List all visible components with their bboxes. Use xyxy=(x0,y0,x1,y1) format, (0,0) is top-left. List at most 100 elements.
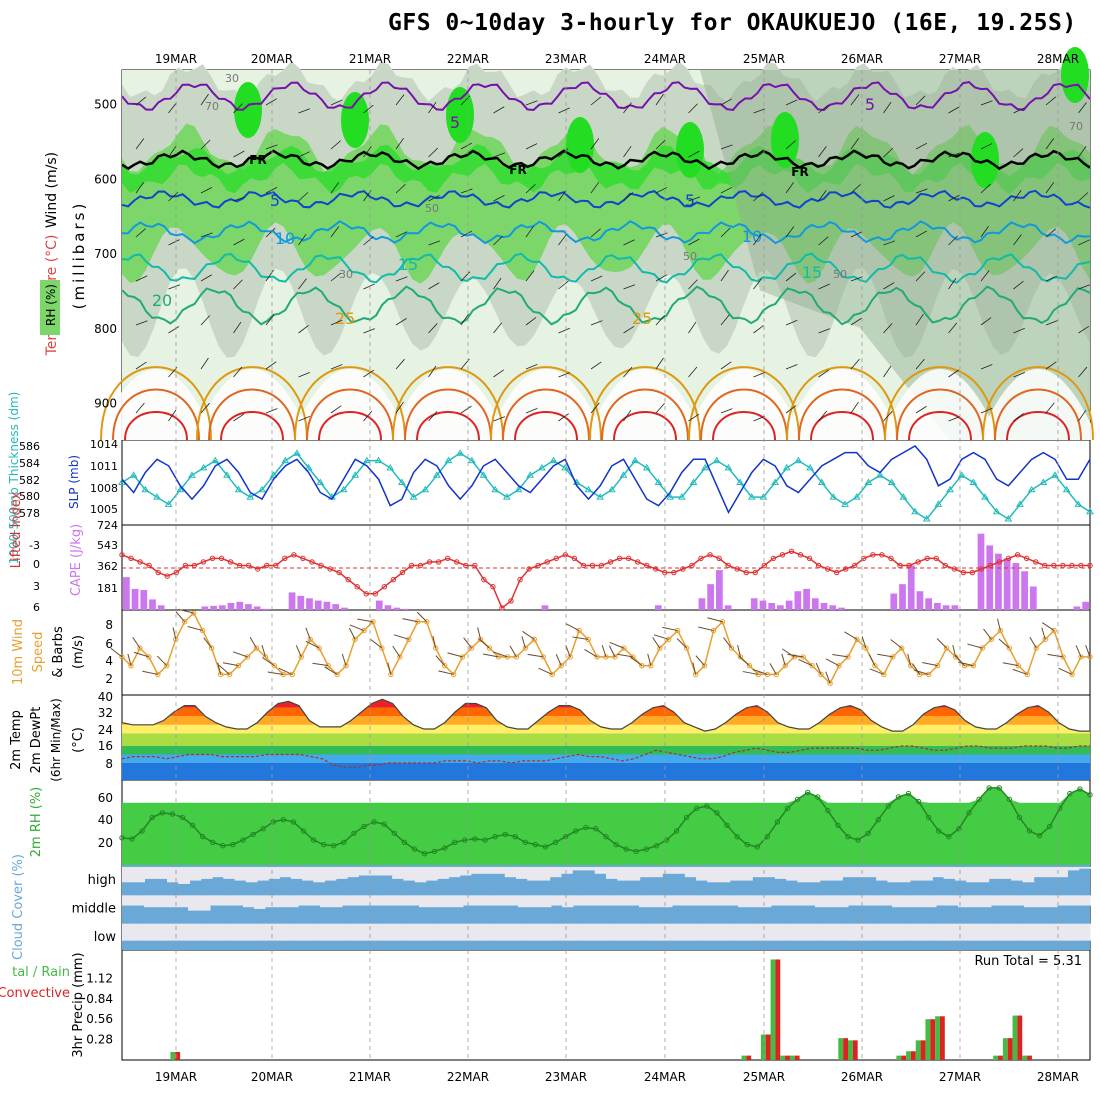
cloud-gap xyxy=(430,895,442,908)
rh-point xyxy=(794,796,801,802)
wind-surface-barb xyxy=(387,662,392,675)
rh-band xyxy=(122,787,1090,865)
cape-bar xyxy=(323,601,331,610)
cloud-gap xyxy=(903,923,915,941)
temp-contour xyxy=(121,252,1091,284)
cloud-gap xyxy=(771,895,783,906)
wind-surface-barb xyxy=(432,636,437,649)
cape-bar xyxy=(707,584,715,610)
cloud-gap xyxy=(947,923,959,941)
wind-surface-barb xyxy=(222,662,239,667)
cloud-gap xyxy=(606,867,618,879)
precip-total-bar xyxy=(896,1055,902,1060)
slp-tick: 1008 xyxy=(90,482,118,495)
wind-surface-barb xyxy=(175,611,186,623)
wind-speed-point xyxy=(253,645,260,651)
thickness-point xyxy=(631,456,640,464)
cloud-gap xyxy=(683,923,695,941)
wind-surface-barb xyxy=(527,653,544,658)
precip-convective-bar xyxy=(785,1055,790,1060)
rh-point xyxy=(663,837,670,843)
wind-barb xyxy=(753,278,762,290)
lifted-index-point xyxy=(815,562,822,569)
cape-bar xyxy=(768,602,776,610)
cloud-gap xyxy=(437,867,449,879)
cloud-gap xyxy=(584,923,596,941)
wind-surface-barb xyxy=(509,645,517,658)
rh-point xyxy=(139,828,145,834)
millibars-label: (millibars) xyxy=(70,201,88,310)
wind-barb xyxy=(298,325,309,334)
wind-barb xyxy=(428,410,438,422)
boundary-layer-bump xyxy=(585,368,705,440)
cloud-gap xyxy=(199,923,211,941)
wind-surface-barb xyxy=(132,637,141,649)
wind-barb xyxy=(395,318,407,326)
slp-line xyxy=(121,445,1091,515)
cloud-gap xyxy=(223,867,236,879)
cape-bar xyxy=(253,606,261,610)
thickness-point xyxy=(689,478,698,485)
wind-barb xyxy=(395,231,408,238)
wind-barb xyxy=(493,235,503,246)
contour-label: 15 xyxy=(802,263,822,282)
wind-barb xyxy=(590,320,603,326)
wind-tick: 2 xyxy=(105,672,113,686)
lifted-index-point xyxy=(128,555,134,562)
cloud-gap xyxy=(397,895,409,906)
cloud-gap xyxy=(859,923,871,941)
wind-barb xyxy=(655,93,664,106)
boundary-layer-bump xyxy=(290,368,410,440)
warm-contour xyxy=(514,410,578,441)
cloud-gap xyxy=(386,895,398,906)
cloud-gap xyxy=(392,867,404,879)
wind-barb xyxy=(558,190,567,202)
lifted-index-point xyxy=(634,559,641,565)
cloud-gap xyxy=(966,867,978,883)
contour-label: 50 xyxy=(833,268,847,281)
cloud-gap xyxy=(210,923,222,941)
cloud-gap xyxy=(815,895,827,908)
wind-label-barbs: & Barbs xyxy=(51,626,66,678)
wind-speed-point xyxy=(854,636,860,643)
rh-blob xyxy=(771,112,799,168)
cloud-gap xyxy=(243,895,255,908)
cloud-gap xyxy=(166,895,178,908)
cloud-gap xyxy=(707,867,720,883)
dewpoint-line xyxy=(121,745,1090,768)
wind-surface-barb xyxy=(662,626,678,632)
wind-barb xyxy=(1078,325,1090,334)
wind-speed-point xyxy=(1042,636,1048,643)
rh-label-panel: 2m RH (%) xyxy=(29,787,44,858)
thickness-point xyxy=(234,485,243,493)
wind-barb xyxy=(850,137,859,150)
rh-point xyxy=(411,846,418,852)
wind-surface-barb xyxy=(958,661,974,667)
wind-surface-barb xyxy=(565,645,571,658)
wind-barb xyxy=(948,369,960,378)
wind-barb xyxy=(655,274,667,282)
lifted-index-point xyxy=(978,566,985,572)
lifted-index-point xyxy=(454,559,460,565)
cloud-gap xyxy=(815,923,827,941)
cape-tick: 543 xyxy=(97,539,118,552)
wind-barb xyxy=(558,148,569,158)
wind-barb xyxy=(915,95,926,106)
temp-label-b: 2m DewPt xyxy=(29,707,44,774)
warm-contour xyxy=(306,388,394,441)
thickness-point xyxy=(1074,500,1083,507)
wind-barb xyxy=(298,233,307,246)
cloud-gap xyxy=(826,895,838,908)
cloud-gap xyxy=(155,867,168,879)
precip-total-bar xyxy=(925,1019,931,1060)
cloud-gap xyxy=(837,923,849,941)
wind-barb xyxy=(525,100,538,106)
cloud-gap xyxy=(540,895,552,908)
wind-barb xyxy=(623,239,635,246)
wind-barb xyxy=(655,315,666,326)
precip-side-label-rain: tal / Rain xyxy=(12,965,70,980)
date-label-bottom: 20MAR xyxy=(251,1070,293,1084)
cloud-gap xyxy=(782,923,794,941)
cloud-gap xyxy=(617,867,630,881)
wind-barb xyxy=(785,99,798,106)
